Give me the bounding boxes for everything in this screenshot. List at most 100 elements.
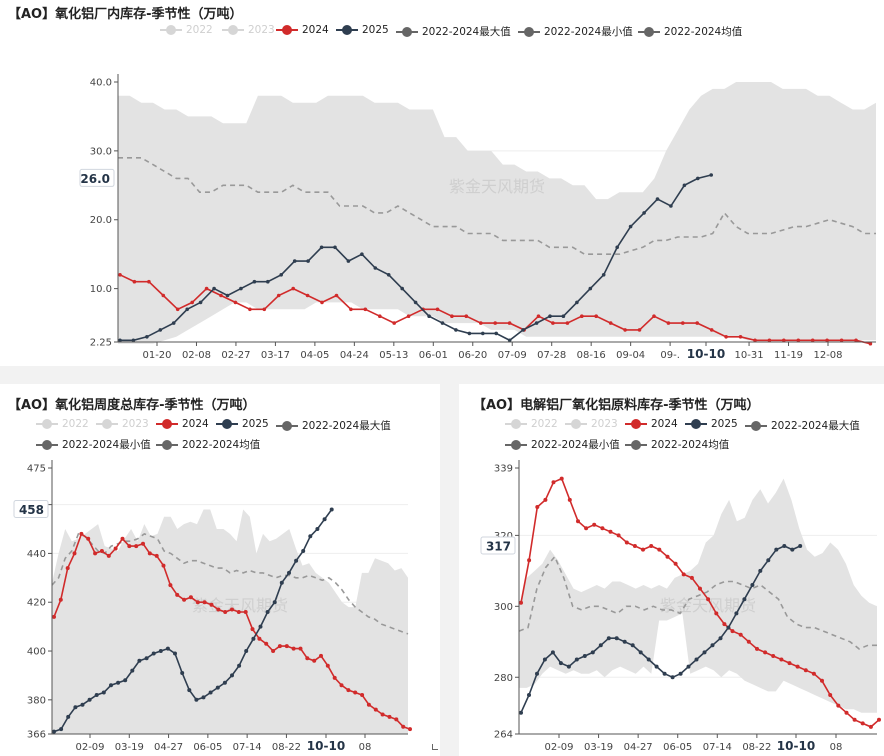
point-2025 xyxy=(742,597,747,602)
point-2024 xyxy=(52,614,56,619)
point-2025 xyxy=(606,636,611,641)
point-2024 xyxy=(825,338,829,343)
legend-2022[interactable]: 2022 xyxy=(160,24,213,36)
point-2024 xyxy=(706,597,711,602)
point-2025 xyxy=(131,338,136,343)
point-2025 xyxy=(566,664,571,669)
point-2025 xyxy=(601,273,606,277)
point-2025 xyxy=(548,314,552,319)
x-tick-label: 09-04 xyxy=(616,350,645,361)
point-2024 xyxy=(86,536,91,541)
point-2025 xyxy=(208,690,213,695)
legend-min[interactable]: 2022-2024最小值 xyxy=(518,24,633,39)
point-2024 xyxy=(182,597,187,602)
point-2024 xyxy=(366,702,371,707)
point-2025 xyxy=(144,656,149,661)
x-tick-label: 08-16 xyxy=(577,350,606,361)
point-2025 xyxy=(215,685,220,690)
point-2025 xyxy=(287,570,291,575)
point-2024 xyxy=(363,307,368,312)
point-2024 xyxy=(334,293,339,298)
y-tick-label: 420 xyxy=(27,598,46,609)
point-2024 xyxy=(450,314,454,319)
legend-2022[interactable]: 2022 xyxy=(36,418,89,430)
chart-legend: 2022 2023 2024 2025 2022-2024最大值 2022-20… xyxy=(0,22,884,40)
legend-avg[interactable]: 2022-2024均值 xyxy=(638,24,742,39)
point-2024 xyxy=(828,693,833,697)
point-2025 xyxy=(59,727,64,732)
legend-avg[interactable]: 2022-2024均值 xyxy=(156,437,260,452)
point-2025 xyxy=(258,624,263,629)
point-2024 xyxy=(730,629,735,634)
point-2025 xyxy=(574,657,579,662)
y-tick-label: 400 xyxy=(27,647,46,658)
range-band-max-min xyxy=(52,509,408,734)
legend-max[interactable]: 2022-2024最大值 xyxy=(396,24,511,39)
point-2025 xyxy=(467,331,472,336)
point-2025 xyxy=(329,507,334,512)
point-2025 xyxy=(750,583,755,587)
point-2024 xyxy=(161,563,166,568)
point-2024 xyxy=(782,338,786,343)
legend-2024[interactable]: 2024 xyxy=(276,24,329,36)
series-line-avg xyxy=(118,157,876,255)
legend-2023[interactable]: 2023 xyxy=(222,24,275,36)
point-2024 xyxy=(147,551,152,556)
point-2025 xyxy=(151,651,156,656)
point-2025 xyxy=(252,279,257,284)
point-2024 xyxy=(284,644,289,649)
point-2024 xyxy=(276,293,281,298)
legend-2023[interactable]: 2023 xyxy=(96,418,149,430)
point-2024 xyxy=(230,607,234,612)
point-2025 xyxy=(198,300,203,305)
legend-2025[interactable]: 2025 xyxy=(685,418,738,430)
point-2024 xyxy=(401,724,406,729)
point-2025 xyxy=(187,688,192,693)
x-highlight-label: 10-10 xyxy=(307,739,345,753)
point-2024 xyxy=(624,540,629,545)
x-tick-label: 02-08 xyxy=(182,350,211,361)
point-2025 xyxy=(481,331,485,336)
point-2024 xyxy=(755,646,759,651)
x-tick-label: 04-24 xyxy=(340,350,369,361)
legend-avg[interactable]: 2022-2024均值 xyxy=(625,437,729,452)
legend-min[interactable]: 2022-2024最小值 xyxy=(36,437,151,452)
point-2024 xyxy=(584,526,589,531)
x-tick-label: 08 xyxy=(359,742,372,753)
point-2025 xyxy=(782,544,787,548)
point-2024 xyxy=(608,321,613,325)
point-2025 xyxy=(427,314,431,319)
legend-2024[interactable]: 2024 xyxy=(156,418,209,430)
x-tick-label: 06-01 xyxy=(419,350,448,361)
point-2024 xyxy=(353,690,358,695)
point-2024 xyxy=(233,300,238,305)
legend-2024[interactable]: 2024 xyxy=(625,418,678,430)
point-2025 xyxy=(279,580,284,585)
point-2024 xyxy=(796,338,801,343)
legend-min[interactable]: 2022-2024最小值 xyxy=(505,437,620,452)
resize-handle[interactable] xyxy=(432,744,438,750)
point-2024 xyxy=(608,529,613,534)
point-2025 xyxy=(306,259,310,263)
legend-2025[interactable]: 2025 xyxy=(336,24,389,36)
point-2024 xyxy=(724,335,728,339)
point-2025 xyxy=(646,657,651,662)
point-2024 xyxy=(271,649,276,653)
point-2024 xyxy=(493,321,498,325)
legend-2022[interactable]: 2022 xyxy=(505,418,558,430)
legend-max[interactable]: 2022-2024最大值 xyxy=(276,418,391,433)
legend-2023[interactable]: 2023 xyxy=(565,418,618,430)
point-2025 xyxy=(319,245,324,250)
legend-2025[interactable]: 2025 xyxy=(216,418,269,430)
point-2024 xyxy=(698,586,702,591)
point-2024 xyxy=(257,636,262,641)
point-2025 xyxy=(230,673,234,678)
y-highlight-label: 458 xyxy=(19,503,44,517)
point-2024 xyxy=(219,293,223,298)
point-2024 xyxy=(722,622,727,627)
legend-max[interactable]: 2022-2024最大值 xyxy=(745,418,860,433)
y-tick-label: 40.0 xyxy=(90,78,112,89)
point-2025 xyxy=(454,328,458,332)
point-2024 xyxy=(291,286,296,291)
point-2025 xyxy=(638,650,643,655)
